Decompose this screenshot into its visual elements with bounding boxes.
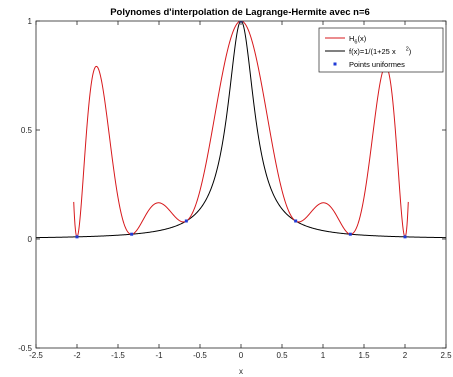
- series-line-f: [36, 21, 446, 239]
- x-tick-label: -2.5: [29, 351, 43, 360]
- x-axis-label: x: [239, 367, 243, 376]
- series-line-hermite: [73, 21, 409, 238]
- x-tick-label: 0: [239, 351, 244, 360]
- y-tick-label: 0.5: [21, 126, 33, 135]
- y-tick-label: -0.5: [18, 344, 32, 353]
- plot-area: [36, 21, 446, 348]
- x-tick-label: 2.5: [440, 351, 452, 360]
- x-tick-label: 1.5: [358, 351, 370, 360]
- data-point: [403, 235, 407, 239]
- x-tick-label: -2: [73, 351, 81, 360]
- axes: -2.5 -2 -1.5 -1 -0.5 0 0.5 1 1.5 2 2.5 -0.5 0 0.5 1: [18, 17, 452, 360]
- y-tick-label: 1: [28, 17, 33, 26]
- x-tick-label: 0.5: [276, 351, 288, 360]
- legend-label-f: f(x)=1/(1+25 x 2): [349, 47, 412, 57]
- data-point: [348, 232, 352, 236]
- chart-title: Polynomes d'interpolation de Lagrange-He…: [110, 7, 370, 18]
- legend-box: [318, 27, 444, 73]
- data-point: [184, 219, 188, 223]
- legend-label-points: Points uniformes: [349, 60, 405, 69]
- legend-label-hermite: H6(x): [349, 34, 367, 46]
- x-tick-label: 2: [403, 351, 408, 360]
- x-tick-label: -1.5: [111, 351, 125, 360]
- x-tick-label: -0.5: [193, 351, 207, 360]
- legend-swatch-points: [333, 62, 337, 66]
- x-tick-label: -1: [155, 351, 163, 360]
- data-point: [130, 232, 134, 236]
- y-tick-label: 0: [28, 235, 33, 244]
- data-point: [294, 219, 298, 223]
- legend: H6(x)f(x)=1/(1+25 x 2) Points uniformes: [318, 27, 444, 73]
- x-tick-label: 1: [321, 351, 326, 360]
- data-point: [75, 235, 79, 239]
